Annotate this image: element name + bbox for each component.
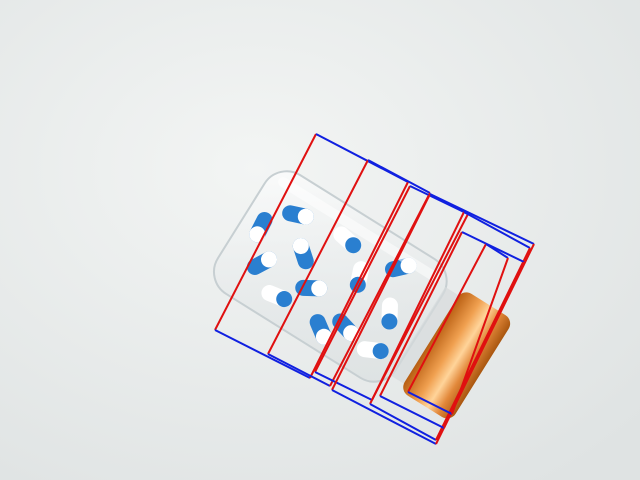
annotation-boxes (214, 133, 535, 445)
bounding-box (369, 211, 531, 441)
bounding-box (214, 133, 409, 379)
pill-bottle (213, 170, 511, 419)
bounding-box (407, 243, 509, 415)
glass-highlight (278, 177, 441, 283)
bottle-neck (390, 286, 461, 385)
